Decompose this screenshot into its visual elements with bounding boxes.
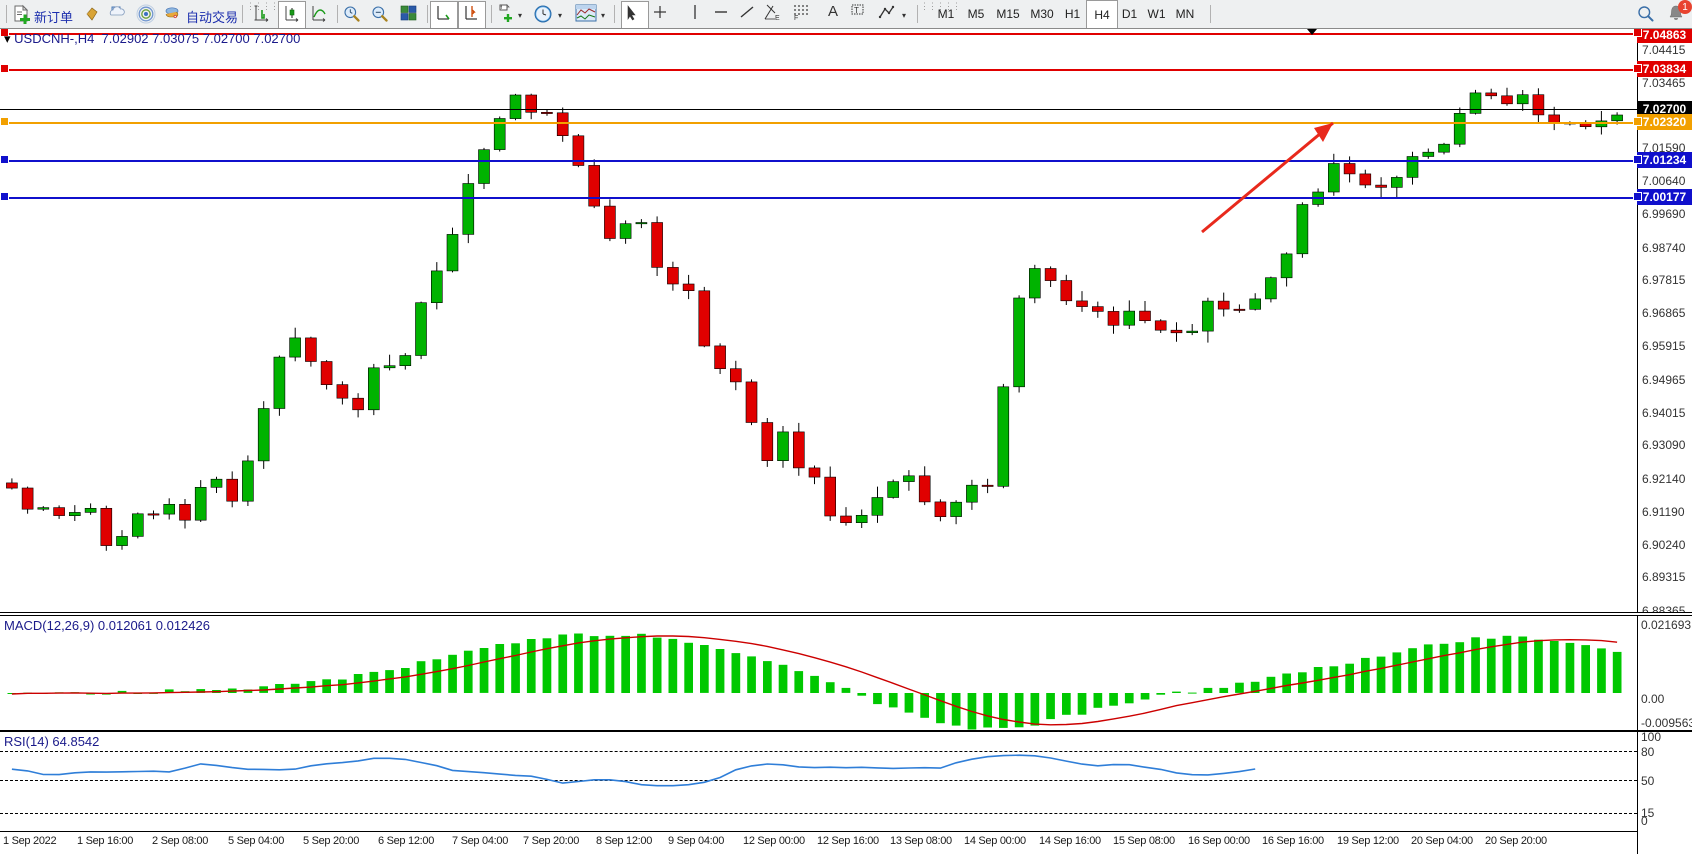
svg-text:E: E <box>775 15 780 22</box>
svg-text:F: F <box>794 15 798 20</box>
svg-text:T: T <box>854 6 859 15</box>
